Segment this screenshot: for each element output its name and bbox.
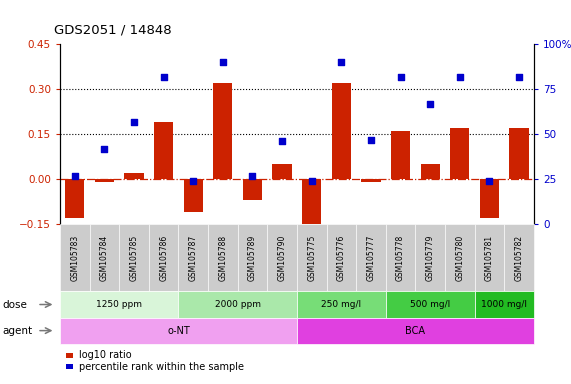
Bar (480, 179, 499, 218)
Text: GSM105780: GSM105780 (455, 235, 464, 281)
Point (188, 178, 198, 184)
Bar (302, 179, 321, 239)
Point (218, 59, 227, 65)
Point (337, 59, 346, 65)
Text: GDS2051 / 14848: GDS2051 / 14848 (54, 23, 172, 36)
Bar (65, 179, 85, 218)
Text: GSM105783: GSM105783 (70, 235, 79, 281)
Text: GSM105789: GSM105789 (248, 235, 257, 281)
Text: 500 mg/l: 500 mg/l (410, 300, 451, 309)
Text: GSM105784: GSM105784 (100, 235, 109, 281)
Point (130, 119, 139, 125)
Text: GSM105790: GSM105790 (278, 235, 287, 281)
Text: GSM105786: GSM105786 (159, 235, 168, 281)
Text: dose: dose (3, 300, 28, 310)
Text: 1250 ppm: 1250 ppm (96, 300, 142, 309)
Point (485, 178, 494, 184)
Point (425, 101, 435, 107)
Text: GSM105776: GSM105776 (337, 235, 346, 281)
Point (455, 73, 464, 79)
Bar (509, 128, 529, 179)
Text: 2000 ppm: 2000 ppm (215, 300, 261, 309)
Text: GSM105785: GSM105785 (130, 235, 139, 281)
Point (248, 172, 257, 179)
Point (367, 137, 376, 143)
Text: o-NT: o-NT (167, 326, 190, 336)
Text: GSM105777: GSM105777 (367, 235, 376, 281)
Bar (391, 131, 410, 179)
Bar (450, 128, 469, 179)
Text: GSM105782: GSM105782 (514, 235, 524, 281)
Bar (95, 179, 114, 182)
Text: agent: agent (3, 326, 33, 336)
Point (307, 178, 316, 184)
Point (278, 138, 287, 144)
Text: GSM105778: GSM105778 (396, 235, 405, 281)
Text: GSM105775: GSM105775 (307, 235, 316, 281)
Text: GSM105781: GSM105781 (485, 235, 494, 281)
Point (514, 73, 524, 79)
Text: BCA: BCA (405, 326, 425, 336)
Bar (361, 179, 381, 182)
Bar (154, 122, 173, 179)
Text: GSM105779: GSM105779 (426, 235, 435, 281)
Text: log10 ratio: log10 ratio (79, 350, 132, 360)
Text: 1000 mg/l: 1000 mg/l (481, 300, 527, 309)
Bar (421, 164, 440, 179)
Text: 250 mg/l: 250 mg/l (321, 300, 361, 309)
Text: GSM105788: GSM105788 (218, 235, 227, 281)
Text: percentile rank within the sample: percentile rank within the sample (79, 362, 244, 372)
Bar (272, 164, 292, 179)
Text: GSM105787: GSM105787 (189, 235, 198, 281)
Bar (332, 83, 351, 179)
Point (70, 172, 79, 179)
Bar (213, 83, 232, 179)
Bar (243, 179, 262, 200)
Point (159, 73, 168, 79)
Point (396, 73, 405, 79)
Bar (124, 173, 144, 179)
Bar (184, 179, 203, 212)
Point (100, 146, 109, 152)
